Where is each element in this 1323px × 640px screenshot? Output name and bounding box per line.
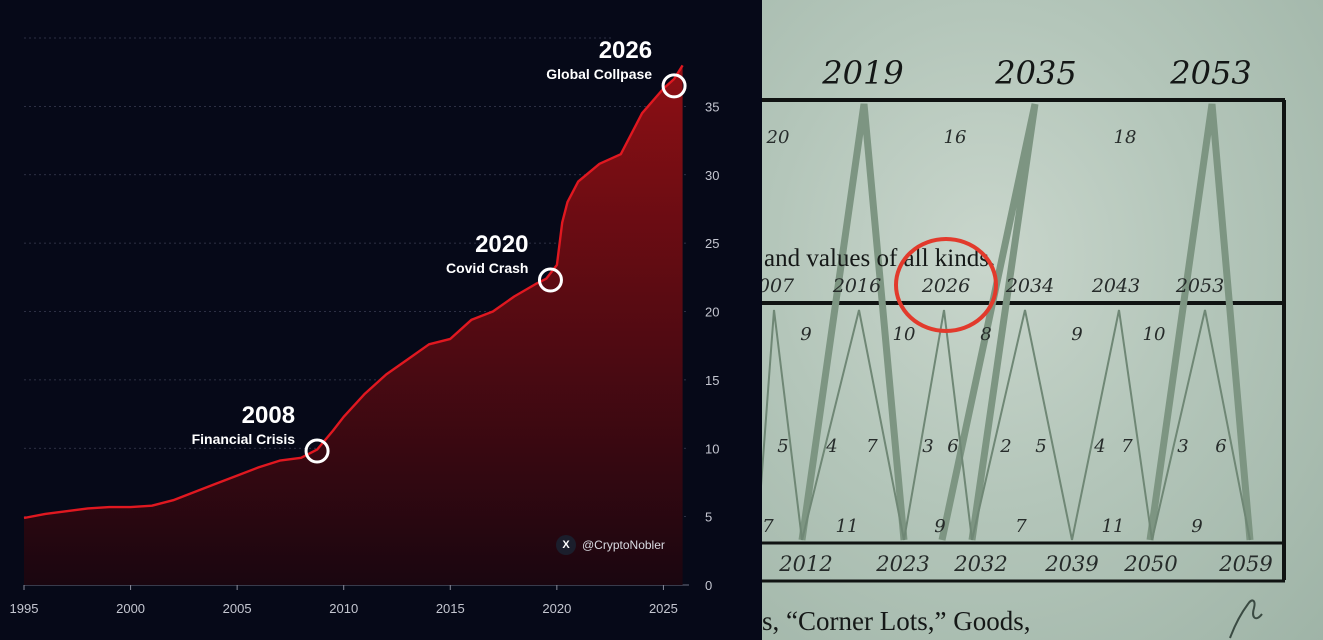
middle-year: 2053	[1175, 275, 1224, 297]
event-name-label: Covid Crash	[446, 260, 528, 276]
event-marker-circle	[304, 438, 330, 464]
x-tick-label: 1995	[10, 601, 39, 616]
event-year-label: 2008	[242, 402, 295, 429]
y-tick-label: 35	[705, 99, 719, 114]
x-tick-label: 2000	[116, 601, 145, 616]
y-tick-label: 15	[705, 373, 719, 388]
middle-year: 007	[762, 275, 795, 297]
top-interval-number: 20	[766, 127, 790, 148]
inner-interval-number: 3	[922, 436, 933, 457]
middle-year: 2026	[921, 275, 970, 297]
x-tick-label: 2005	[223, 601, 252, 616]
inner-interval-number: 4	[825, 436, 837, 457]
cycle-minor-line	[1071, 309, 1153, 541]
y-tick-label: 25	[705, 236, 719, 251]
x-tick-label: 2025	[649, 601, 678, 616]
author-credit[interactable]: X @CryptoNobler	[556, 535, 665, 555]
middle-year: 2043	[1091, 275, 1140, 297]
area-chart: 1995 2000 2005 2010 2015 2020 2025051015202530…	[10, 37, 720, 616]
top-interval-number: 18	[1114, 127, 1137, 148]
top-peak-year: 2035	[994, 54, 1076, 92]
y-tick-label: 20	[705, 305, 719, 320]
chart-panel: 1995 2000 2005 2010 2015 2020 2025 0 5 10 15 20 25 30…	[9, 36, 720, 616]
cycle-minor-line	[1151, 309, 1251, 541]
bottom-year: 2059	[1218, 552, 1272, 576]
middle-interval-number: 9	[800, 324, 811, 345]
series-area-fill	[24, 65, 683, 585]
inner-interval-number: 6	[1215, 436, 1226, 457]
event-marker-circle	[537, 267, 563, 293]
bottom-year: 2039	[1044, 552, 1098, 576]
inner-interval-number: 6	[947, 436, 958, 457]
x-tick-label: 2015	[436, 601, 465, 616]
cycle-peak-line	[798, 103, 908, 541]
inner-interval-number: 5	[777, 436, 788, 457]
cycle-minor-line	[801, 309, 905, 541]
cycle-minor-line	[971, 309, 1073, 541]
cycle-minor-line	[903, 309, 973, 541]
middle-year: 2034	[1005, 275, 1054, 297]
cycle-chart-photo: 2019 2035 2053 20 16 18 and values of all kind…	[762, 0, 1323, 640]
author-handle: @CryptoNobler	[582, 538, 665, 552]
cycle-peak-line	[1146, 103, 1254, 541]
middle-interval-number: 10	[1143, 324, 1166, 345]
top-peak-year: 2053	[1169, 54, 1251, 92]
y-tick-label: 5	[705, 510, 712, 525]
series-line	[23, 64, 684, 520]
bottom-year: 2012	[778, 552, 832, 576]
bottom-interval-number: 7	[762, 516, 774, 537]
event-marker-circle	[661, 73, 687, 99]
x-tick-label: 2020	[542, 601, 571, 616]
x-tick-label: 2010	[329, 601, 358, 616]
middle-text: and values of all kinds.	[764, 245, 995, 272]
bottom-interval-number: 9	[934, 516, 945, 537]
highlight-circle	[894, 237, 998, 333]
middle-interval-number: 10	[893, 324, 916, 345]
inner-interval-number: 7	[1121, 436, 1133, 457]
y-tick-label: 10	[705, 441, 719, 456]
x-logo-icon: X	[556, 535, 576, 555]
top-peak-year: 2019	[821, 54, 903, 92]
inner-interval-number: 5	[1035, 436, 1046, 457]
event-year-label: 2026	[599, 37, 652, 64]
inner-interval-number: 2	[999, 436, 1011, 457]
event-name-label: Global Collpase	[546, 66, 652, 82]
bottom-year: 2023	[875, 552, 929, 576]
bottom-year: 2032	[953, 552, 1007, 576]
cycle-peak-line	[938, 103, 1039, 541]
bottom-interval-number: 11	[836, 516, 859, 537]
bottom-year: 2050	[1123, 552, 1177, 576]
cycle-minor-line	[762, 309, 803, 541]
inner-interval-number: 3	[1177, 436, 1188, 457]
y-tick-label: 0	[705, 578, 712, 593]
inner-interval-number: 4	[1093, 436, 1105, 457]
bottom-interval-number: 9	[1191, 516, 1202, 537]
bottom-text: s, “Corner Lots,” Goods,	[762, 606, 1030, 636]
middle-interval-number: 8	[980, 324, 991, 345]
event-name-label: Financial Crisis	[192, 431, 296, 447]
middle-interval-number: 9	[1071, 324, 1082, 345]
bottom-interval-number: 11	[1102, 516, 1125, 537]
inner-interval-number: 7	[866, 436, 878, 457]
middle-year: 2016	[832, 275, 881, 297]
handwritten-mark	[1229, 599, 1263, 639]
y-tick-label: 30	[705, 168, 719, 183]
bottom-interval-number: 7	[1015, 516, 1027, 537]
top-interval-number: 16	[944, 127, 967, 148]
event-year-label: 2020	[475, 231, 528, 258]
